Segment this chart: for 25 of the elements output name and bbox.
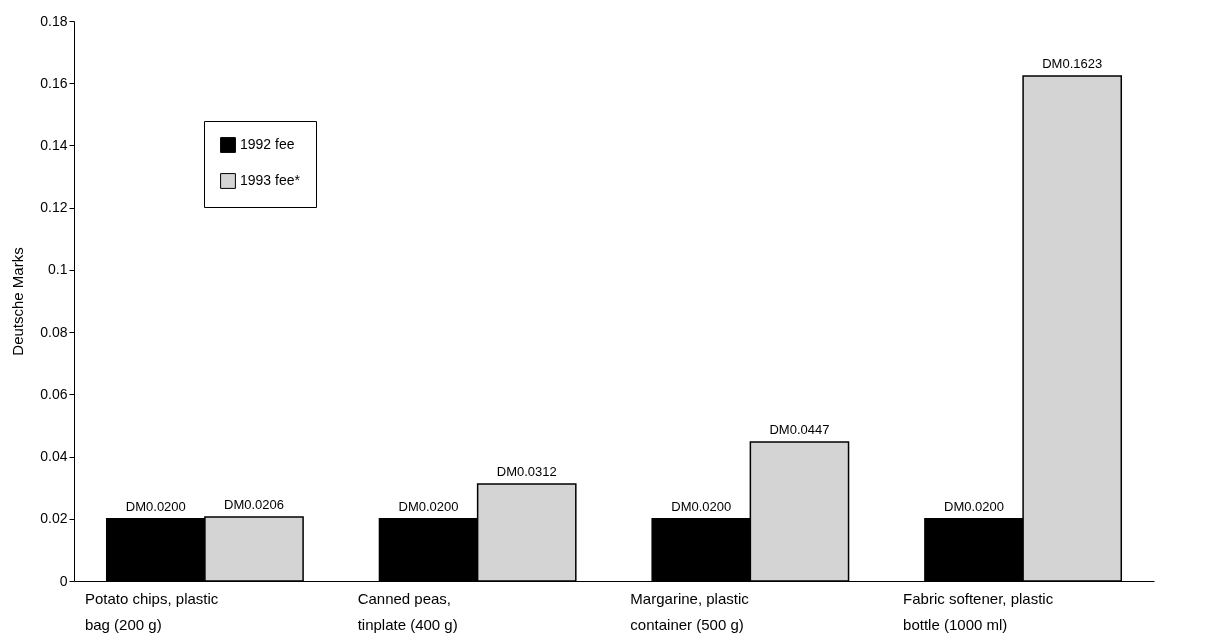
y-tick-label: 0.14 [40, 136, 68, 153]
x-tick-label: Canned peas, tinplate (400 g) [357, 589, 458, 633]
x-tick-label: Fabric softener, plastic bottle (1000 ml) [903, 589, 1054, 633]
y-tick-label: 0.04 [40, 448, 68, 465]
legend-label: 1992 fee [240, 136, 295, 152]
y-tick-label: 0.1 [48, 261, 68, 278]
data-label: DM0.1623 [1042, 56, 1103, 72]
data-label: DM0.0206 [224, 496, 284, 512]
y-axis-title: Deutsche Marks [9, 247, 27, 356]
x-tick-label: Potato chips, plastic bag (200 g) [84, 589, 219, 633]
y-tick-label: 0.12 [40, 199, 68, 216]
y-tick-label: 0.08 [40, 323, 68, 340]
y-tick-label: 0.16 [40, 74, 68, 91]
data-label: DM0.0447 [769, 421, 830, 437]
y-tick-label: 0.18 [40, 12, 68, 29]
y-tick-label: 0 [59, 572, 68, 589]
y-tick-label: 0.02 [40, 510, 68, 527]
data-label: DM0.0200 [125, 498, 186, 514]
y-tick-label: 0.06 [40, 385, 68, 402]
data-label: DM0.0200 [944, 498, 1004, 514]
data-label: DM0.0200 [671, 498, 732, 514]
data-label: DM0.0200 [398, 498, 459, 514]
x-tick-label: Margarine, plastic container (500 g) [630, 589, 750, 633]
legend-label: 1993 fee* [240, 172, 301, 188]
data-label: DM0.0312 [496, 463, 557, 479]
